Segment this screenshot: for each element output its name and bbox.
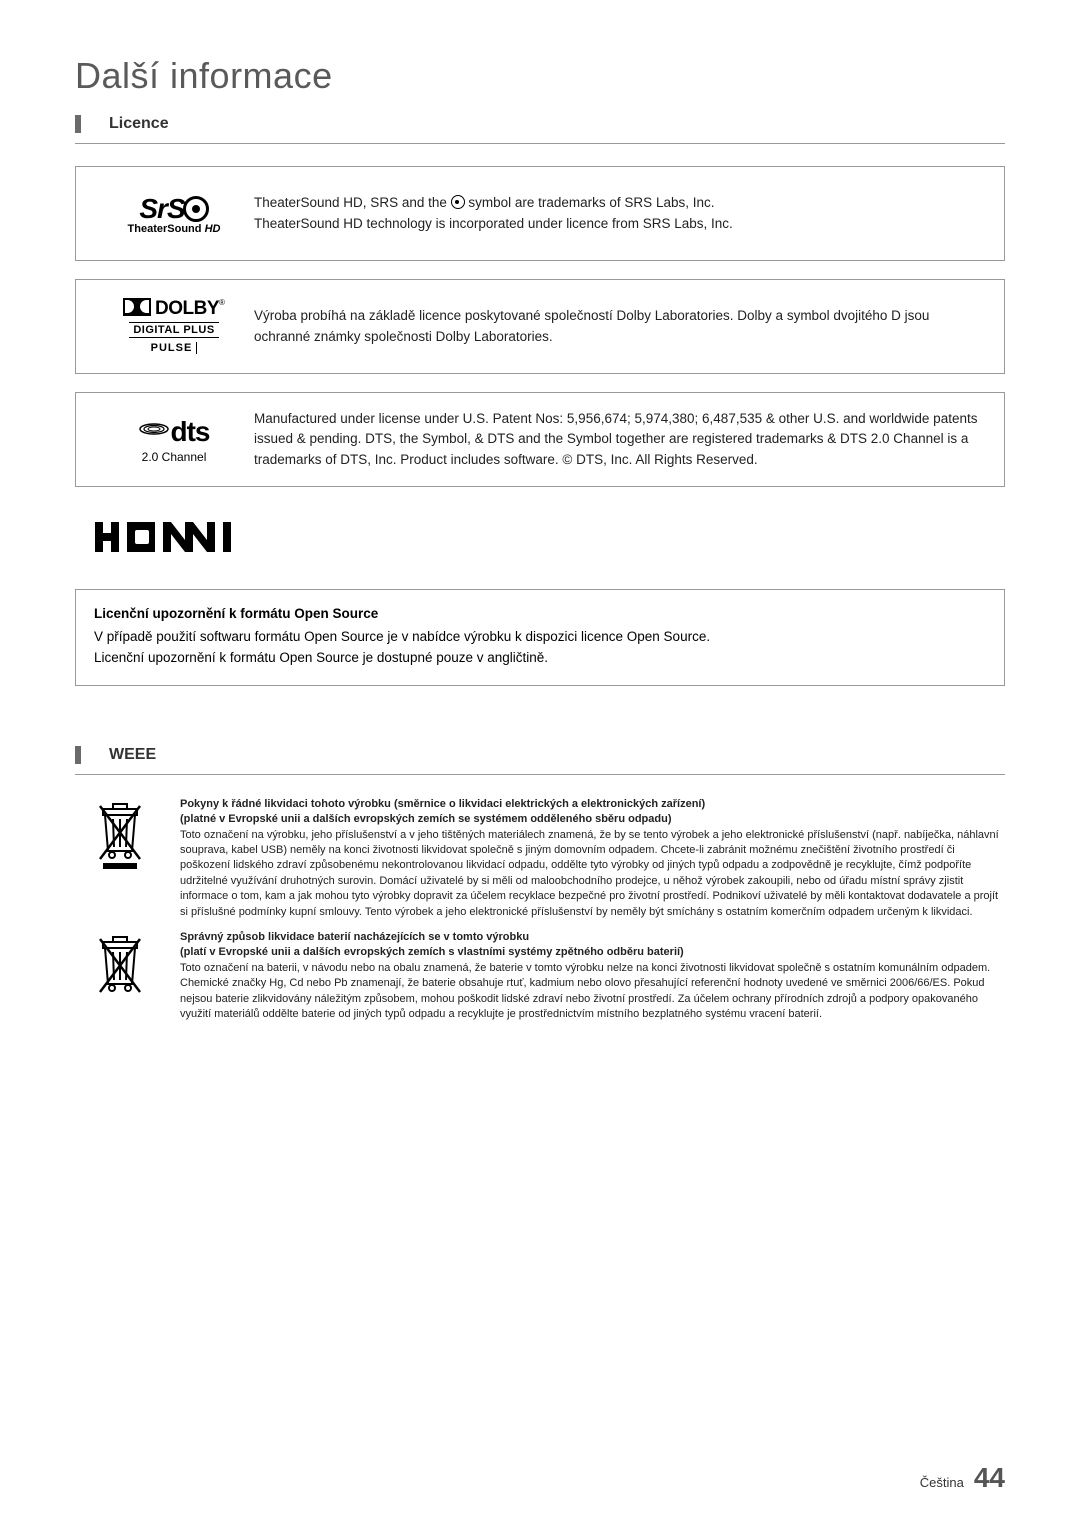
srs-licence-text: TheaterSound HD, SRS and the symbol are … — [254, 193, 986, 234]
dts-brand-text: dts — [171, 416, 210, 447]
dolby-licence-box: DOLBY® DIGITAL PLUS PULSE Výroba probíhá… — [75, 279, 1005, 374]
srs-text-1: TheaterSound HD, SRS and the — [254, 195, 451, 210]
dts-oval-icon — [139, 418, 169, 445]
dolby-brand-text: DOLBY — [155, 298, 219, 319]
weee-text-1: Toto označení na výrobku, jeho příslušen… — [180, 829, 999, 918]
section-bar-icon — [75, 746, 81, 764]
weee-title-1: Pokyny k řádné likvidaci tohoto výrobku … — [180, 798, 705, 810]
dts-logo: dts 2.0 Channel — [94, 416, 254, 464]
weee-section-title: WEEE — [109, 746, 156, 764]
section-bar-icon — [75, 115, 81, 133]
srs-hd-label: HD — [205, 223, 221, 235]
opensource-box: Licenční upozornění k formátu Open Sourc… — [75, 589, 1005, 686]
weee-content-1: Pokyny k řádné likvidaci tohoto výrobku … — [180, 797, 1005, 920]
srs-text-2: symbol are trademarks of SRS Labs, Inc. — [465, 195, 715, 210]
dolby-licence-text: Výroba probíhá na základě licence poskyt… — [254, 306, 986, 347]
page-footer: Čeština 44 — [920, 1462, 1005, 1494]
weee-bin-icon — [95, 934, 150, 1001]
footer-language: Čeština — [920, 1475, 964, 1490]
weee-block-1: Pokyny k řádné likvidaci tohoto výrobku … — [75, 797, 1005, 920]
dolby-sub1-label: DIGITAL PLUS — [129, 322, 218, 338]
weee-bin-icon — [95, 801, 150, 876]
page-title: Další informace — [75, 55, 1005, 97]
dolby-logo: DOLBY® DIGITAL PLUS PULSE — [94, 298, 254, 356]
weee-subtitle-1: (platné v Evropské unii a dalších evrops… — [180, 813, 672, 825]
srs-inline-icon — [451, 195, 465, 209]
weee-subtitle-2: (platí v Evropské unii a dalších evropsk… — [180, 946, 684, 958]
dts-sub-label: 2.0 Channel — [139, 450, 210, 464]
weee-content-2: Správný způsob likvidace baterií nacháze… — [180, 930, 1005, 1022]
weee-section-header: WEEE — [75, 746, 1005, 764]
divider — [75, 143, 1005, 144]
dolby-sub2-label: PULSE — [151, 342, 198, 354]
dts-licence-text: Manufactured under license under U.S. Pa… — [254, 409, 986, 470]
weee-title-2: Správný způsob likvidace baterií nacháze… — [180, 931, 529, 943]
srs-circle-icon — [183, 196, 209, 222]
opensource-title: Licenční upozornění k formátu Open Sourc… — [94, 606, 986, 621]
weee-section: Pokyny k řádné likvidaci tohoto výrobku … — [75, 797, 1005, 1022]
weee-text-2: Toto označení na baterii, v návodu nebo … — [180, 962, 990, 1020]
licence-section-title: Licence — [109, 115, 169, 133]
opensource-line1: V případě použití softwaru formátu Open … — [94, 627, 986, 648]
hdmi-logo — [75, 505, 1005, 589]
srs-brand-text: SrS — [139, 193, 184, 225]
weee-block-2: Správný způsob likvidace baterií nacháze… — [75, 930, 1005, 1022]
srs-logo: SrS TheaterSound HD — [94, 193, 254, 235]
srs-sub-label: TheaterSound — [128, 223, 202, 235]
dts-licence-box: dts 2.0 Channel Manufactured under licen… — [75, 392, 1005, 487]
dolby-dd-icon — [123, 298, 151, 316]
opensource-line2: Licenční upozornění k formátu Open Sourc… — [94, 648, 986, 669]
footer-page-number: 44 — [974, 1462, 1005, 1494]
licence-section-header: Licence — [75, 115, 1005, 133]
divider — [75, 774, 1005, 775]
srs-text-3: TheaterSound HD technology is incorporat… — [254, 216, 733, 231]
srs-licence-box: SrS TheaterSound HD TheaterSound HD, SRS… — [75, 166, 1005, 261]
